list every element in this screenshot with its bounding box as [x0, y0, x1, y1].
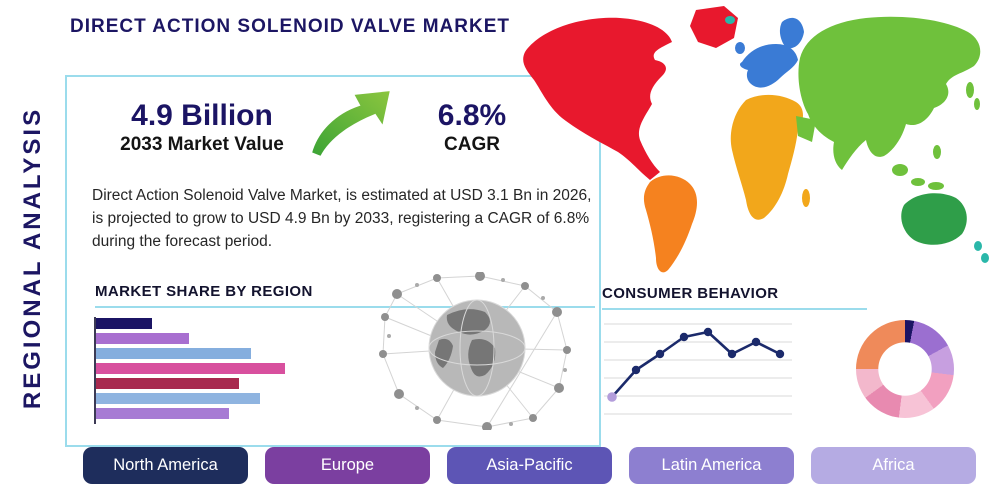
bar-region-1: [96, 318, 152, 329]
region-button-north-america[interactable]: North America: [83, 447, 248, 484]
map-scandinavia: [779, 17, 804, 49]
cagr-caption: CAGR: [444, 134, 500, 155]
page-title: DIRECT ACTION SOLENOID VALVE MARKET: [70, 16, 510, 37]
line-point-5: [703, 327, 713, 337]
map-madagascar: [802, 189, 810, 207]
line-point-7: [751, 337, 761, 347]
region-button-europe[interactable]: Europe: [265, 447, 430, 484]
line-point-3: [655, 349, 665, 359]
region-button-asia-pacific[interactable]: Asia-Pacific: [447, 447, 612, 484]
market-description: Direct Action Solenoid Valve Market, is …: [92, 187, 592, 250]
bar-region-5: [96, 378, 239, 389]
market-value-caption: 2033 Market Value: [120, 134, 284, 155]
market-share-heading: MARKET SHARE BY REGION: [95, 283, 313, 300]
consumer-behavior-line: [604, 323, 792, 415]
donut-chart: [856, 320, 954, 418]
line-point-1: [607, 392, 617, 402]
bar-chart-axis: [94, 317, 96, 424]
bar-region-2: [96, 333, 189, 344]
region-buttons-row: North America Europe Asia-Pacific Latin Ame…: [83, 447, 976, 484]
region-button-latin-america[interactable]: Latin America: [629, 447, 794, 484]
line-point-6: [727, 349, 737, 359]
summary-panel: 4.9 Billion 2033 Market Value 6.8% CAGR …: [65, 75, 601, 447]
map-australia: [901, 193, 967, 245]
map-africa: [730, 94, 803, 220]
side-vertical-label: REGIONAL ANALYSIS: [19, 106, 46, 410]
market-share-bar-chart: [96, 318, 286, 423]
consumer-behavior-divider: [602, 308, 867, 310]
map-iceland: [725, 16, 735, 24]
bar-region-6: [96, 393, 261, 404]
map-uk: [735, 42, 745, 54]
line-point-8: [775, 349, 785, 359]
map-new-zealand: [974, 241, 989, 263]
consumer-behavior-heading: CONSUMER BEHAVIOR: [602, 285, 779, 302]
map-south-america: [643, 175, 697, 273]
map-north-america: [523, 17, 672, 180]
map-southeast-asia: [892, 82, 980, 190]
bar-region-7: [96, 408, 230, 419]
market-share-divider: [95, 306, 595, 308]
map-asia: [798, 16, 981, 170]
map-arabia: [796, 116, 816, 142]
cagr-stat: 6.8% CAGR: [397, 99, 547, 156]
world-map: [523, 6, 989, 273]
map-greenland: [690, 6, 738, 48]
bar-region-3: [96, 348, 251, 359]
market-value-stat: 4.9 Billion 2033 Market Value: [87, 99, 317, 156]
bar-region-4: [96, 363, 286, 374]
globe-network-icon: [375, 271, 580, 435]
cagr-number: 6.8%: [437, 99, 507, 132]
consumer-behavior-polyline: [610, 330, 782, 399]
line-point-4: [679, 332, 689, 342]
region-button-africa[interactable]: Africa: [811, 447, 976, 484]
line-point-2: [631, 365, 641, 375]
growth-arrow-icon: [305, 87, 397, 164]
map-europe: [740, 44, 798, 88]
market-value-number: 4.9 Billion: [131, 99, 273, 132]
